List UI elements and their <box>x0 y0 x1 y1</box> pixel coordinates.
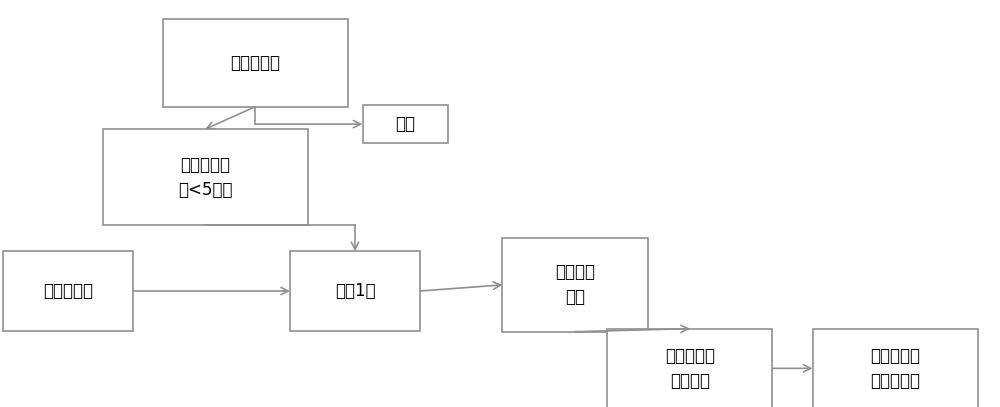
Bar <box>502 238 648 332</box>
Text: 废水直接
排放: 废水直接 排放 <box>555 263 595 306</box>
Text: 酸性铬废水: 酸性铬废水 <box>43 282 93 300</box>
Bar <box>812 329 978 407</box>
Bar <box>103 129 308 225</box>
Bar <box>363 105 448 144</box>
Text: 反应1天: 反应1天 <box>335 282 375 300</box>
Bar <box>3 252 133 330</box>
Text: 筛分: 筛分 <box>395 115 415 133</box>
Text: 铁水渣和铬
的沉淀物: 铁水渣和铬 的沉淀物 <box>665 347 715 390</box>
Text: 收集送给铬
原料加工厂: 收集送给铬 原料加工厂 <box>870 347 920 390</box>
Bar <box>607 329 772 407</box>
Text: 较细铁水渣
（<5目）: 较细铁水渣 （<5目） <box>178 155 232 199</box>
Bar <box>162 20 348 107</box>
Bar <box>290 252 420 330</box>
Text: 原始铁水渣: 原始铁水渣 <box>230 54 280 72</box>
